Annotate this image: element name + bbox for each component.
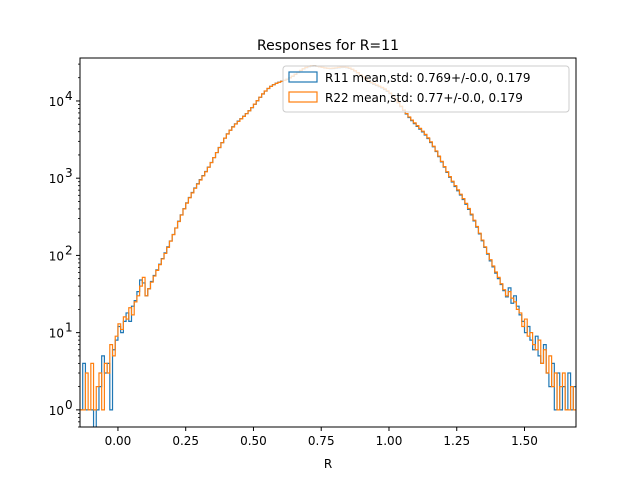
y-tick-exponent: 3 [65,166,73,180]
x-axis-label: R [324,457,332,471]
legend-box [282,65,570,113]
y-tick-label: 10 [49,327,64,341]
legend-swatch-2 [288,91,318,103]
x-tick-label: 1.25 [443,434,470,448]
legend: R11 mean,std: 0.769+/-0.0, 0.179 R22 mean… [282,65,570,113]
y-tick-exponent: 0 [65,398,73,412]
y-tick-label: 10 [49,95,64,109]
legend-label-2: R22 mean,std: 0.77+/-0.0, 0.179 [325,91,523,105]
x-tick-label: 0.50 [240,434,267,448]
y-tick-exponent: 4 [65,89,73,103]
x-tick-label: 0.75 [308,434,335,448]
legend-swatch-1 [288,71,318,83]
x-tick-label: 1.00 [376,434,403,448]
legend-label-1: R11 mean,std: 0.769+/-0.0, 0.179 [325,71,531,85]
y-tick-label: 10 [49,249,64,263]
y-tick-label: 10 [49,404,64,418]
x-tick-label: 0.00 [105,434,132,448]
y-tick-exponent: 1 [65,321,73,335]
chart-title: Responses for R=11 [257,38,399,54]
y-tick-exponent: 2 [65,243,73,257]
x-tick-label: 0.25 [172,434,199,448]
x-tick-label: 1.50 [511,434,538,448]
axes-frame [79,57,577,428]
y-tick-label: 10 [49,172,64,186]
